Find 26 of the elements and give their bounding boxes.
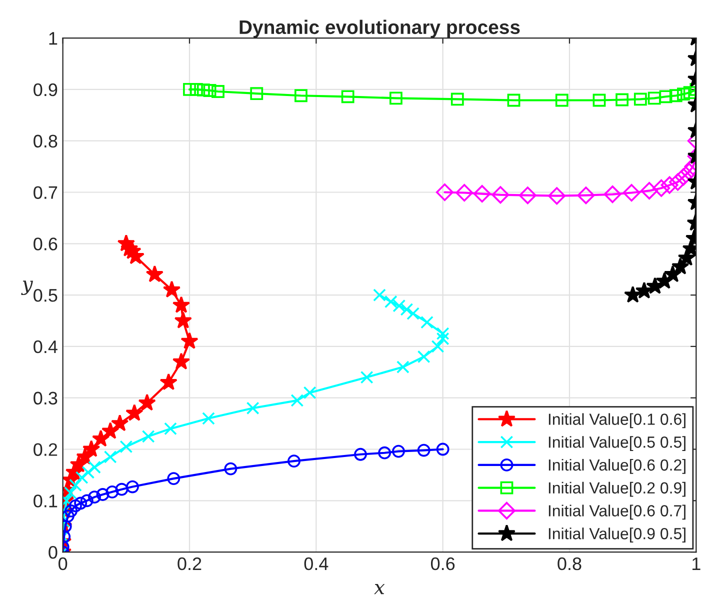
legend-label: Initial Value[0.6 0.7] bbox=[548, 504, 686, 520]
legend-label: Initial Value[0.2 0.9] bbox=[548, 482, 686, 497]
y-tick-label: 0.7 bbox=[34, 186, 58, 199]
x-tick-label: 0.8 bbox=[558, 557, 582, 570]
x-tick-label: 1 bbox=[692, 558, 700, 570]
x-tick-label: 0.6 bbox=[430, 557, 455, 570]
legend-label: Initial Value[0.1 0.6] bbox=[548, 413, 686, 428]
y-tick-label: 0 bbox=[48, 546, 58, 559]
x-axis-title: x bbox=[374, 584, 385, 594]
x-tick-label: 0 bbox=[58, 557, 68, 570]
legend-label: Initial Value[0.5 0.5] bbox=[548, 436, 686, 451]
y-tick-label: 0.5 bbox=[34, 288, 58, 302]
y-tick-label: 0.9 bbox=[34, 83, 58, 96]
y-tick-label: 0.4 bbox=[34, 340, 58, 354]
y-tick-label: 1 bbox=[49, 32, 58, 45]
y-axis-title: y bbox=[21, 280, 34, 296]
y-tick-label: 0.1 bbox=[34, 494, 58, 508]
legend-label: Initial Value[0.6 0.2] bbox=[548, 458, 686, 474]
y-tick-label: 0.8 bbox=[34, 134, 58, 148]
x-tick-label: 0.2 bbox=[178, 557, 202, 570]
y-tick-label: 0.2 bbox=[34, 443, 58, 456]
y-tick-label: 0.6 bbox=[34, 238, 58, 250]
chart-title: Dynamic evolutionary process bbox=[240, 20, 520, 38]
x-tick-label: 0.4 bbox=[304, 557, 328, 570]
y-tick-label: 0.3 bbox=[34, 392, 58, 405]
legend-label: Initial Value[0.9 0.5] bbox=[548, 528, 686, 542]
